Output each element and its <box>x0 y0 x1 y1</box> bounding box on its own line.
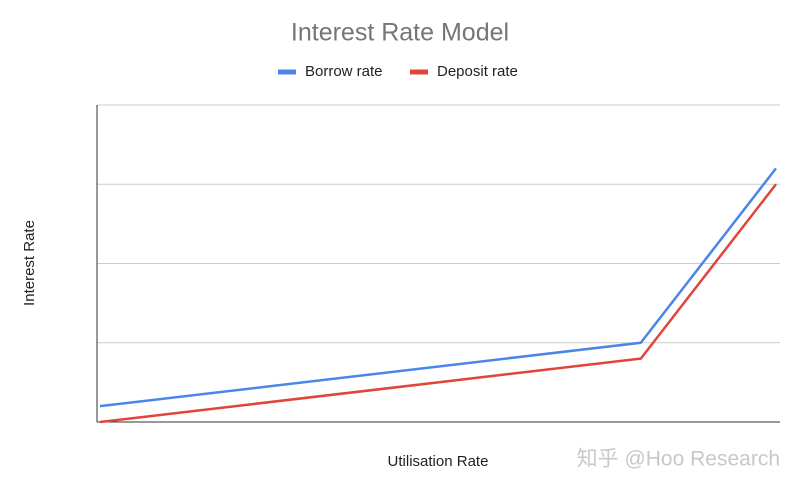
legend-label: Borrow rate <box>305 63 383 80</box>
chart-title: Interest Rate Model <box>291 19 509 47</box>
watermark: 知乎 @Hoo Research <box>577 448 780 471</box>
series-line <box>99 183 777 424</box>
legend-label: Deposit rate <box>437 63 518 80</box>
y-axis-label: Interest Rate <box>21 220 38 306</box>
series-line <box>99 167 777 408</box>
x-axis-label: Utilisation Rate <box>388 453 489 470</box>
